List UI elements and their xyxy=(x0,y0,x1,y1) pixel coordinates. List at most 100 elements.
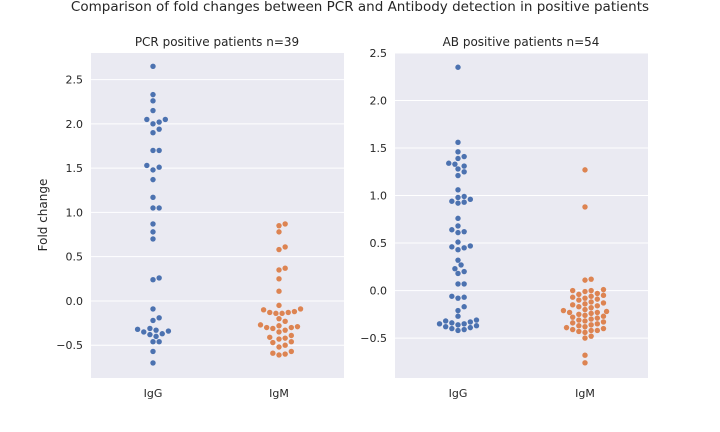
data-point-igm xyxy=(276,222,282,229)
data-point-igg xyxy=(455,239,461,245)
data-point-igm xyxy=(600,286,607,293)
data-point-igm xyxy=(588,322,594,328)
data-point-igg xyxy=(159,331,165,337)
data-point-igg xyxy=(144,116,150,123)
panel-title-pcr: PCR positive patients n=39 xyxy=(135,35,299,49)
points-pcr xyxy=(134,63,304,366)
data-point-igg xyxy=(156,275,162,281)
data-point-igm xyxy=(576,297,582,303)
data-point-igm xyxy=(588,316,594,322)
data-point-igm xyxy=(282,265,288,271)
data-point-igg xyxy=(455,270,461,277)
y-tick-label: 1.0 xyxy=(66,206,84,219)
data-point-igm xyxy=(594,296,601,302)
data-point-igm xyxy=(594,303,601,309)
x-tick-label: IgM xyxy=(575,387,595,400)
data-point-igm xyxy=(600,319,607,325)
data-point-igg xyxy=(461,169,467,175)
data-point-igm xyxy=(582,329,588,336)
data-point-igm xyxy=(297,306,304,312)
data-point-igg xyxy=(461,163,467,169)
data-point-igm xyxy=(288,324,295,331)
data-point-igm xyxy=(600,325,607,332)
data-point-igm xyxy=(600,313,607,319)
data-point-igm xyxy=(276,329,282,335)
data-point-igg xyxy=(165,328,172,334)
data-point-igm xyxy=(576,304,582,310)
y-tick-label: −0.5 xyxy=(56,339,83,352)
data-point-igg xyxy=(449,325,455,332)
y-tick-label: 2.5 xyxy=(370,47,388,60)
data-point-igg xyxy=(156,315,162,321)
y-tick-label: 1.0 xyxy=(370,190,388,203)
data-point-igm xyxy=(594,315,601,321)
data-point-igg xyxy=(147,331,153,338)
data-point-igg xyxy=(150,98,156,104)
data-point-igm xyxy=(582,352,588,358)
data-point-igg xyxy=(150,91,156,98)
y-tick-label: 2.0 xyxy=(370,95,388,108)
y-tick-labels-ab: 2.5 2.0 1.5 1.0 0.5 0.0 −0.5 xyxy=(360,47,387,345)
data-point-igg xyxy=(455,295,461,301)
data-point-igg xyxy=(150,63,156,69)
data-point-igg xyxy=(455,257,461,263)
data-point-igg xyxy=(442,318,449,324)
data-point-igm xyxy=(294,323,301,330)
data-point-igg xyxy=(467,319,474,325)
data-point-igm xyxy=(282,342,288,348)
data-point-igg xyxy=(150,147,156,154)
data-point-igg xyxy=(455,166,461,172)
data-point-igm xyxy=(588,276,594,282)
data-point-igm xyxy=(566,309,573,316)
data-point-igg xyxy=(150,338,156,345)
data-point-igg xyxy=(455,187,461,193)
data-point-igm xyxy=(576,311,582,318)
y-tick-label: 2.0 xyxy=(66,118,84,131)
data-point-igg xyxy=(452,266,458,272)
data-point-igg xyxy=(150,107,156,114)
data-point-igg xyxy=(455,229,461,236)
data-point-igg xyxy=(150,205,156,211)
data-point-igm xyxy=(276,315,282,322)
data-point-igg xyxy=(156,147,162,154)
data-point-igg xyxy=(467,243,474,249)
data-point-igm xyxy=(257,322,264,328)
data-point-igm xyxy=(276,288,282,294)
data-point-igg xyxy=(150,194,156,201)
data-point-igm xyxy=(594,309,601,316)
data-point-igg xyxy=(461,199,467,205)
data-point-igm xyxy=(276,246,282,253)
data-point-igm xyxy=(569,294,576,300)
data-point-igm xyxy=(282,351,288,357)
data-point-igm xyxy=(563,324,570,331)
data-point-igm xyxy=(291,308,298,315)
data-point-igg xyxy=(455,194,461,201)
y-tick-label: 0.5 xyxy=(66,251,84,264)
data-point-igm xyxy=(582,204,588,210)
data-point-igm xyxy=(582,301,588,307)
data-point-igg xyxy=(473,323,480,329)
data-point-igm xyxy=(582,295,588,301)
data-point-igm xyxy=(288,348,295,355)
data-point-igm xyxy=(569,287,576,294)
data-point-igg xyxy=(455,322,461,328)
data-point-igm xyxy=(276,267,282,273)
data-point-igm xyxy=(588,333,594,339)
data-point-igg xyxy=(461,281,467,287)
data-point-igg xyxy=(461,326,467,333)
data-point-igg xyxy=(150,348,156,355)
data-point-igm xyxy=(276,336,282,342)
data-point-igm xyxy=(285,309,291,316)
data-point-igm xyxy=(569,320,576,326)
data-point-igm xyxy=(576,328,582,335)
data-point-igg xyxy=(455,247,461,253)
data-point-igg xyxy=(455,172,461,179)
data-point-igg xyxy=(455,313,461,319)
data-point-igg xyxy=(156,205,162,211)
x-tick-label: IgG xyxy=(449,387,468,400)
data-point-igm xyxy=(603,308,610,315)
plot-area-ab xyxy=(395,53,648,378)
panel-pcr: 2.5 2.0 1.5 1.0 0.5 0.0 −0.5 IgG IgM PCR positi… xyxy=(36,35,344,400)
data-point-igm xyxy=(594,321,601,327)
